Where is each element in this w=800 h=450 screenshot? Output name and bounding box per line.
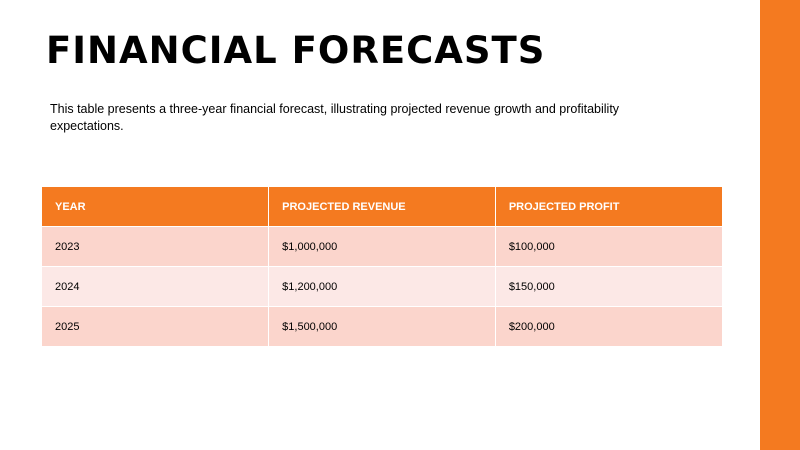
cell-revenue: $1,500,000 <box>268 306 496 347</box>
slide-description: This table presents a three-year financi… <box>50 102 620 133</box>
table-row: 2025 $1,500,000 $200,000 <box>42 306 722 347</box>
header-year: YEAR <box>42 187 269 227</box>
table-row: 2023 $1,000,000 $100,000 <box>42 226 722 267</box>
table-row: 2024 $1,200,000 $150,000 <box>42 266 722 307</box>
cell-year: 2023 <box>42 226 269 267</box>
cell-year: 2025 <box>42 306 269 347</box>
cell-profit: $100,000 <box>494 226 722 267</box>
cell-profit: $200,000 <box>494 306 722 347</box>
table-header-row: YEAR PROJECTED REVENUE PROJECTED PROFIT <box>42 187 722 227</box>
accent-bar <box>760 0 800 450</box>
header-projected-profit: PROJECTED PROFIT <box>494 187 722 227</box>
cell-profit: $150,000 <box>494 266 722 307</box>
slide-title: FINANCIAL FORECASTS <box>46 29 546 72</box>
cell-year: 2024 <box>42 266 269 307</box>
cell-revenue: $1,200,000 <box>268 266 496 307</box>
forecast-table: YEAR PROJECTED REVENUE PROJECTED PROFIT … <box>42 187 722 347</box>
cell-revenue: $1,000,000 <box>268 226 496 267</box>
header-projected-revenue: PROJECTED REVENUE <box>268 187 496 227</box>
